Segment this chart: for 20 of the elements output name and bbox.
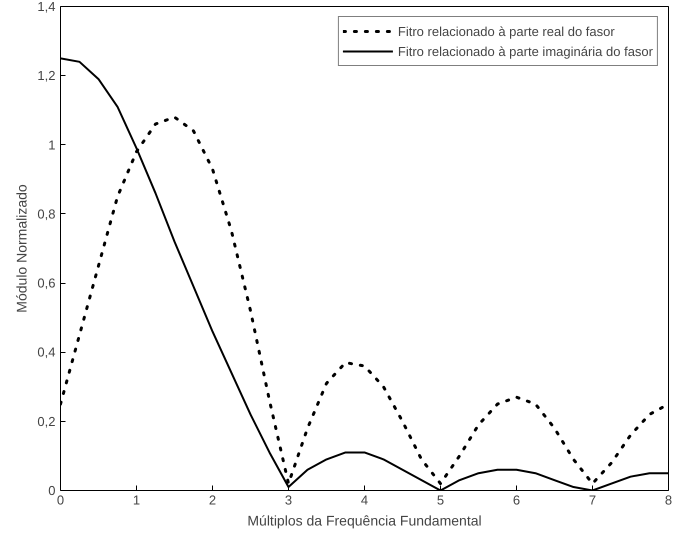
y-tick-label: 0,4 — [37, 344, 56, 360]
y-tick-label: 1,4 — [37, 0, 56, 14]
x-tick-label: 4 — [360, 492, 368, 508]
legend-label: Fitro relacionado à parte imaginária do fasor — [398, 44, 653, 58]
y-tick-label: 1 — [48, 137, 56, 152]
x-tick-label: 1 — [132, 492, 140, 508]
x-tick-label: 6 — [512, 492, 520, 508]
y-tick-label: 0,8 — [37, 206, 56, 222]
x-tick-label: 7 — [588, 492, 596, 508]
y-tick-label: 0,2 — [37, 414, 56, 429]
y-tick-label: 1,2 — [37, 68, 56, 84]
y-tick-label: 0,6 — [37, 276, 56, 291]
legend-label: Fitro relacionado à parte real do fasor — [398, 24, 615, 38]
x-tick-label: 5 — [436, 492, 444, 508]
y-tick-label: 0 — [48, 483, 56, 498]
x-tick-label: 8 — [664, 492, 672, 508]
x-axis-title: Múltiplos da Frequência Fundamental — [247, 512, 482, 528]
x-tick-label: 2 — [208, 492, 216, 508]
x-tick-label: 3 — [284, 492, 292, 508]
y-axis-title: Módulo Normalizado — [13, 184, 30, 313]
